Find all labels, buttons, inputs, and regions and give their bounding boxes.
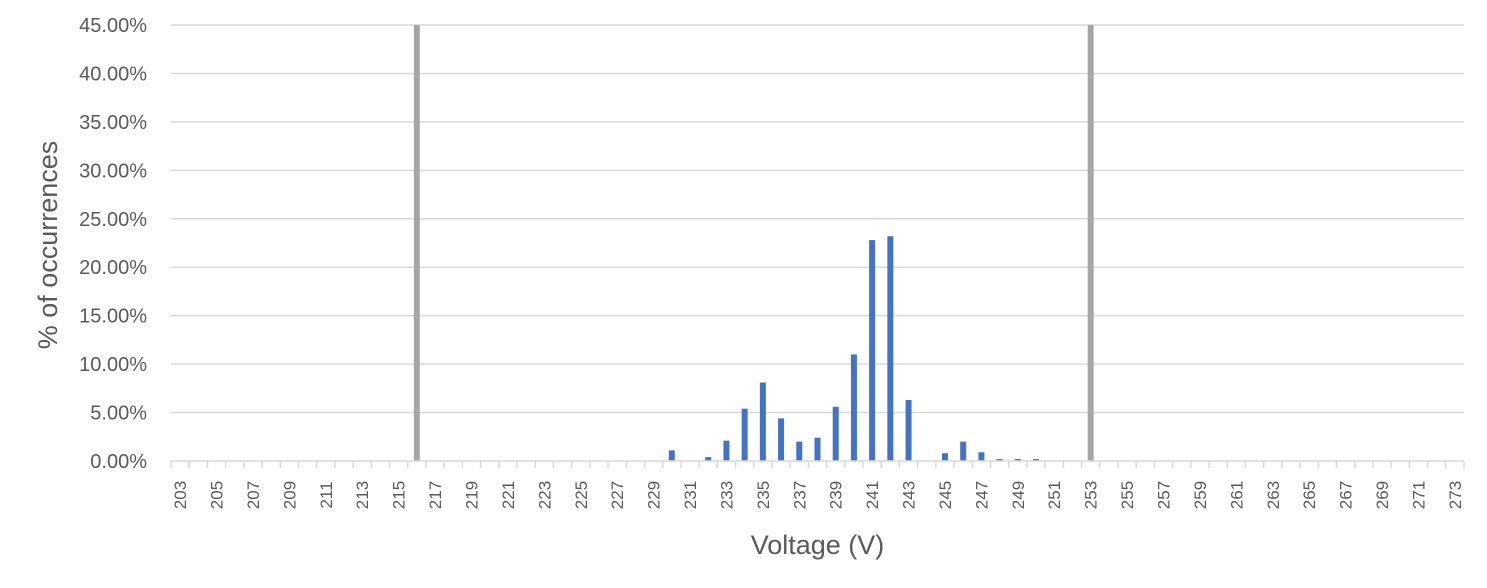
x-tick-label: 255 [1118,481,1137,509]
bars [668,236,1040,461]
x-tick-label: 249 [1009,481,1028,509]
x-tick-label: 269 [1373,481,1392,509]
x-tick-label: 229 [645,481,664,509]
bar [705,457,712,461]
bar [723,440,730,461]
x-tick-label: 247 [972,481,991,509]
y-tick-label: 30.00% [79,160,147,182]
bar [905,399,912,461]
limit-line [413,25,420,461]
x-tick-label: 263 [1264,481,1283,509]
x-tick-label: 213 [353,481,372,509]
x-tick-label: 217 [426,481,445,509]
x-tick-label: 245 [936,481,955,509]
x-tick-label: 221 [499,481,518,509]
y-tick-label: 35.00% [79,112,147,134]
x-tick-label: 205 [208,481,227,509]
bar [741,408,748,461]
x-tick-label: 225 [572,481,591,509]
x-tick-label: 271 [1409,481,1428,509]
bar [941,453,948,461]
x-tick-label: 267 [1337,481,1356,509]
x-tick-label: 253 [1082,481,1101,509]
bar [1014,459,1021,461]
y-tick-label: 5.00% [90,403,147,425]
bar [978,452,985,461]
x-tick-label: 227 [608,481,627,509]
x-tick-label: 261 [1227,481,1246,509]
y-tick-label: 10.00% [79,354,147,376]
bar [1033,459,1040,461]
bar [887,236,894,461]
x-tick-label: 237 [790,481,809,509]
x-tick-label: 215 [390,481,409,509]
x-tick-label: 219 [462,481,481,509]
x-tick-label: 233 [717,481,736,509]
x-tick-label: 203 [171,481,190,509]
bar [796,441,803,461]
bar [759,382,766,461]
x-tick-label: 231 [681,481,700,509]
gridlines [171,24,1464,414]
y-axis-ticks: 0.00% 5.00% 10.00% 15.00% 20.00% 25.00% 30.00%… [79,15,147,473]
y-tick-label: 25.00% [79,209,147,231]
x-tick-label: 265 [1300,481,1319,509]
x-tick-label: 223 [535,481,554,509]
x-axis-ticks: 203 205 207 209 211 213 215 217 219 221 223 225 227 2… [170,461,1465,509]
x-tick-label: 209 [280,481,299,509]
x-tick-label: 207 [244,481,263,509]
bar [814,437,821,461]
y-tick-label: 0.00% [90,451,147,473]
bar [850,354,857,461]
limit-lines [413,25,1094,461]
bar [778,418,785,461]
bar [869,240,876,461]
x-tick-label: 273 [1446,481,1465,509]
bar [668,450,675,461]
x-tick-label: 243 [900,481,919,509]
x-tick-label: 211 [317,481,336,508]
x-tick-label: 257 [1155,481,1174,509]
y-tick-label: 40.00% [79,63,147,85]
x-tick-label: 235 [754,481,773,509]
y-axis-title: % of occurrences [33,141,63,350]
y-tick-label: 45.00% [79,15,147,37]
x-tick-label: 251 [1045,481,1064,509]
bar [832,406,839,461]
limit-line [1087,25,1094,461]
bar [996,459,1003,461]
x-axis-title: Voltage (V) [751,530,885,560]
y-tick-label: 15.00% [79,306,147,328]
x-tick-label: 259 [1191,481,1210,509]
bar [960,441,967,461]
x-tick-label: 239 [827,481,846,509]
x-tick-label: 241 [863,481,882,509]
y-tick-label: 20.00% [79,257,147,279]
